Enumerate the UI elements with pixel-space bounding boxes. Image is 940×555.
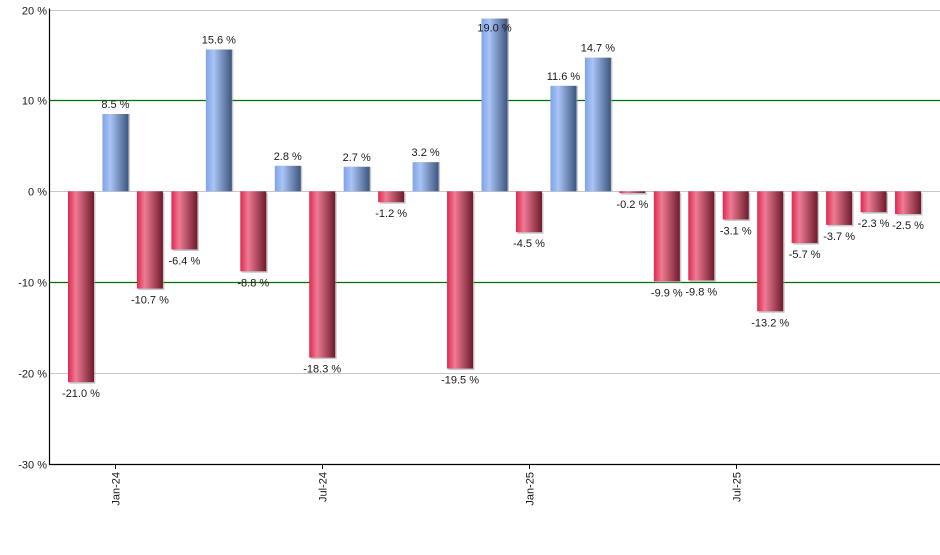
bar-positive bbox=[550, 85, 577, 192]
y-tick-label: 0 % bbox=[28, 187, 47, 199]
bar-negative bbox=[68, 191, 94, 383]
axes: 20 % 10 % 0 % -10 % -20 % -30 % Jan-24 Jul-24 Ja… bbox=[18, 6, 940, 506]
bar-value-label: 14.7 % bbox=[581, 43, 615, 55]
y-tick-label: 20 % bbox=[22, 6, 47, 18]
bar-positive bbox=[205, 49, 232, 192]
bar-value-label: -5.7 % bbox=[789, 249, 821, 261]
bar-negative bbox=[688, 191, 715, 281]
bar-value-label: -19.5 % bbox=[441, 375, 479, 387]
value-labels: -21.0 % 8.5 % -10.7 % -6.4 % 15.6 % -8.8 % 2.8… bbox=[62, 23, 924, 401]
bar-value-label: -18.3 % bbox=[303, 364, 341, 376]
bar-value-label: 19.0 % bbox=[477, 23, 511, 35]
x-tick-label: Jul-25 bbox=[732, 472, 744, 502]
bar-negative bbox=[722, 191, 749, 220]
bar-value-label: -2.5 % bbox=[892, 220, 924, 232]
bar-value-label: -2.3 % bbox=[858, 218, 890, 230]
bar-value-label: 11.6 % bbox=[547, 71, 581, 83]
bar-negative bbox=[136, 191, 163, 289]
gridlines bbox=[49, 10, 940, 374]
bar-negative bbox=[791, 191, 818, 244]
bar-value-label: 2.8 % bbox=[274, 151, 302, 163]
bar-value-label: -9.9 % bbox=[651, 287, 683, 299]
bar-value-label: 15.6 % bbox=[202, 34, 236, 46]
bar-negative bbox=[757, 191, 784, 312]
bar-positive bbox=[584, 57, 611, 192]
x-tick-label: Jul-24 bbox=[318, 472, 330, 502]
bar-negative bbox=[171, 191, 198, 250]
bar-shadow bbox=[620, 192, 647, 195]
bar-negative bbox=[378, 191, 405, 203]
bar-negative bbox=[860, 191, 887, 213]
x-tick-label: Jan-25 bbox=[525, 472, 537, 506]
bar-value-label: -4.5 % bbox=[513, 238, 545, 250]
bar-negative bbox=[240, 191, 267, 272]
y-tick-label: 10 % bbox=[22, 96, 47, 108]
y-tick-label: -30 % bbox=[18, 460, 47, 472]
bar-negative bbox=[653, 191, 680, 282]
bar-value-label: 8.5 % bbox=[101, 99, 129, 111]
bar-value-label: -13.2 % bbox=[751, 317, 789, 329]
bar-negative bbox=[447, 191, 474, 369]
bar-value-label: -9.8 % bbox=[685, 286, 717, 298]
bar-positive bbox=[102, 114, 129, 192]
bar-value-label: 3.2 % bbox=[412, 147, 440, 159]
bar-negative bbox=[895, 191, 922, 215]
bar-negative bbox=[309, 191, 336, 358]
bar-value-label: -8.8 % bbox=[237, 277, 269, 289]
bar-value-label: -0.2 % bbox=[616, 199, 648, 211]
bar-value-label: 2.7 % bbox=[343, 152, 371, 164]
y-tick-label: -10 % bbox=[18, 278, 47, 290]
bar-negative bbox=[619, 191, 646, 194]
bar-positive bbox=[343, 166, 370, 192]
bar-negative bbox=[515, 191, 542, 233]
bar-negative bbox=[826, 191, 853, 225]
bar-positive bbox=[274, 165, 301, 192]
bar-value-label: -1.2 % bbox=[375, 208, 407, 220]
bar-value-label: -3.7 % bbox=[823, 231, 855, 243]
bar-value-label: -21.0 % bbox=[62, 388, 100, 400]
bars bbox=[68, 18, 923, 384]
bar-positive bbox=[481, 18, 508, 192]
x-tick-label: Jan-24 bbox=[111, 472, 123, 506]
bar-value-label: -10.7 % bbox=[131, 295, 169, 307]
y-tick-label: -20 % bbox=[18, 369, 47, 381]
bar-value-label: -3.1 % bbox=[720, 225, 752, 237]
bar-positive bbox=[412, 162, 439, 192]
bar-value-label: -6.4 % bbox=[168, 255, 200, 267]
